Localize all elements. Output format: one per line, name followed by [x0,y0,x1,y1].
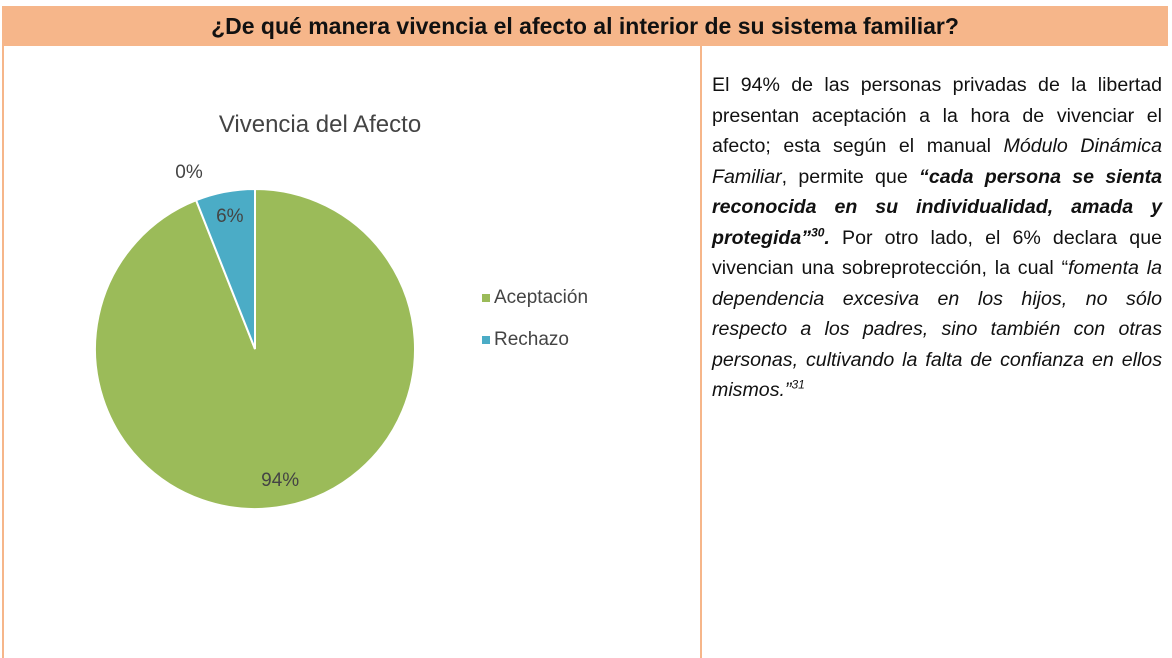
text-run: “cada persona se sienta reconocida en su… [712,165,1162,249]
legend-label: Rechazo [494,329,569,350]
legend-label: Aceptación [494,287,588,308]
text-run: Módulo Dinámica Familiar [712,135,1162,188]
chart-title: Vivencia del Afecto [219,111,421,138]
text-run: Por otro lado, el 6% declara que vivenci… [712,226,1162,280]
text-run: fomenta la dependencia excesiva en los h… [712,257,1162,401]
legend-swatch [482,336,490,344]
border [2,46,4,658]
footnote-ref: 31 [791,377,805,392]
legend-swatch [482,294,490,302]
chart: Vivencia del Afecto 94% 6% 0% Aceptación Rec… [94,111,588,510]
data-label: 94% [261,470,299,491]
data-label: 0% [175,162,203,183]
border [700,46,702,658]
header-title: ¿De qué manera vivencia el afecto al int… [2,6,1168,46]
text-run: , permite que [781,165,920,188]
footnote-ref: 30 [811,224,825,239]
text-run: . [824,226,830,249]
data-label: 6% [216,206,244,227]
text-run: El 94% de las personas privadas de la li… [712,74,1162,157]
paragraph: El 94% de las personas privadas de la li… [712,70,1162,406]
